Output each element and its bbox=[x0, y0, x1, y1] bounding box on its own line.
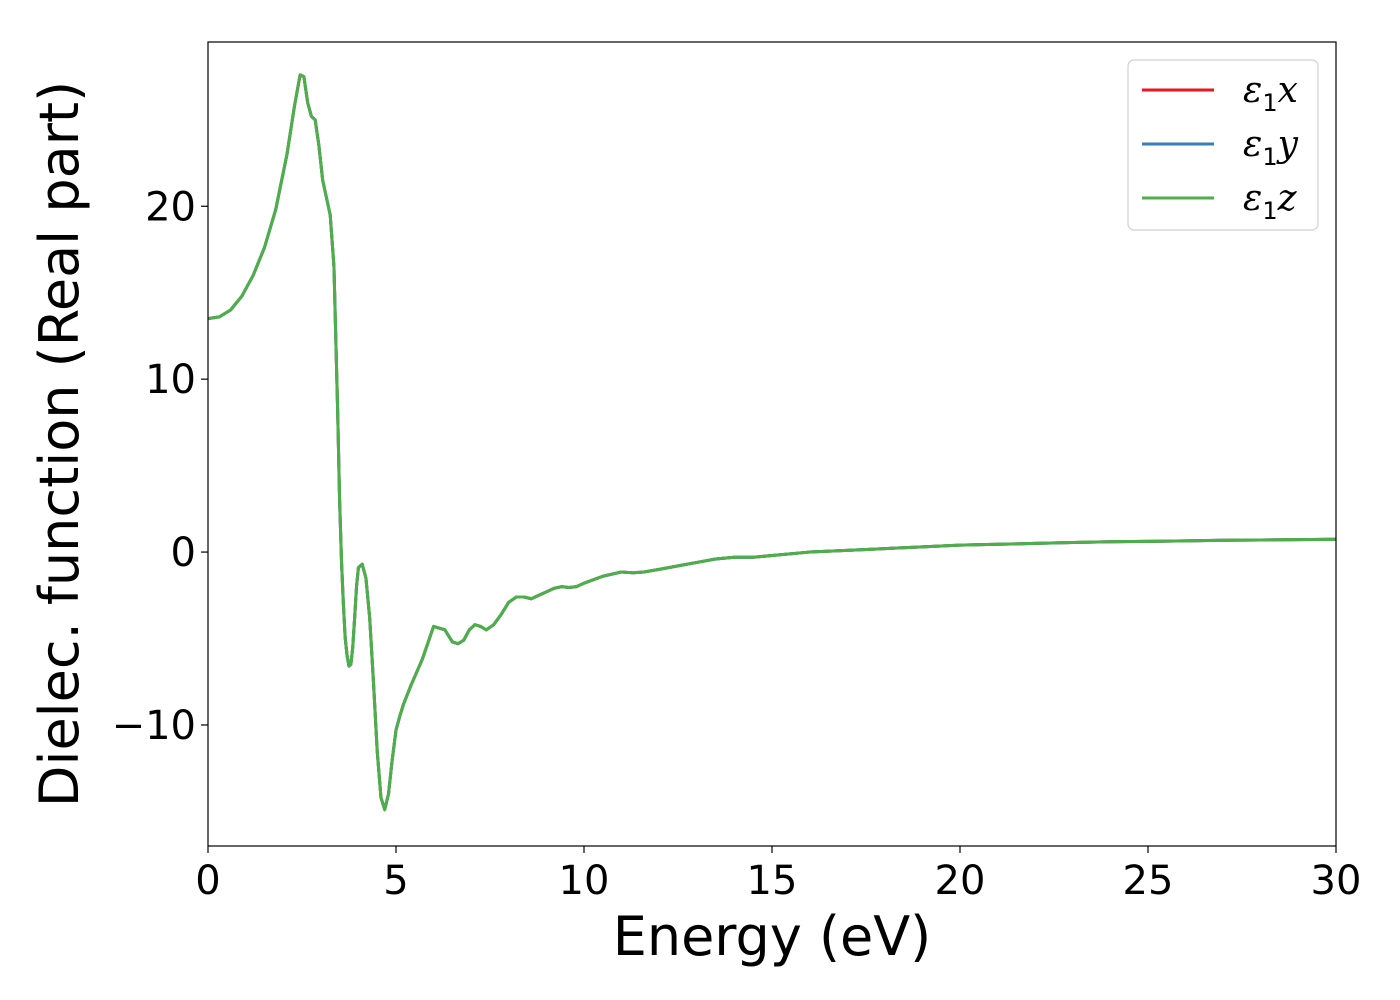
y-tick-label: 20 bbox=[145, 184, 196, 230]
legend-label: ε1z bbox=[1243, 178, 1298, 225]
y-axis-label: Dielec. function (Real part) bbox=[28, 81, 91, 807]
y-tick-label: −10 bbox=[112, 703, 196, 749]
legend-subscript: 1 bbox=[1262, 89, 1277, 117]
legend-label: ε1y bbox=[1243, 124, 1299, 171]
legend-label: ε1x bbox=[1243, 70, 1298, 117]
x-tick-label: 10 bbox=[559, 858, 610, 904]
x-tick-label: 5 bbox=[383, 858, 408, 904]
x-axis-ticks: 0 5 10 15 20 25 30 bbox=[195, 846, 1361, 904]
legend-component: z bbox=[1277, 178, 1298, 219]
legend-symbol: ε bbox=[1243, 124, 1262, 165]
legend-component: x bbox=[1278, 70, 1298, 111]
y-axis-ticks: −10 0 10 20 bbox=[112, 184, 208, 749]
legend-symbol: ε bbox=[1243, 178, 1262, 219]
x-tick-label: 20 bbox=[935, 858, 986, 904]
legend-symbol: ε bbox=[1243, 70, 1262, 111]
x-tick-label: 30 bbox=[1311, 858, 1362, 904]
y-tick-label: 10 bbox=[145, 357, 196, 403]
legend-subscript: 1 bbox=[1262, 197, 1277, 225]
x-tick-label: 0 bbox=[195, 858, 220, 904]
series-line-3 bbox=[208, 73, 1336, 812]
x-tick-label: 15 bbox=[747, 858, 798, 904]
x-axis-label: Energy (eV) bbox=[613, 905, 932, 968]
legend-box bbox=[1127, 59, 1319, 231]
legend-component: y bbox=[1276, 124, 1299, 165]
x-tick-label: 25 bbox=[1123, 858, 1174, 904]
y-tick-label: 0 bbox=[171, 530, 196, 576]
series-layer bbox=[208, 73, 1336, 812]
legend-subscript: 1 bbox=[1262, 143, 1277, 171]
